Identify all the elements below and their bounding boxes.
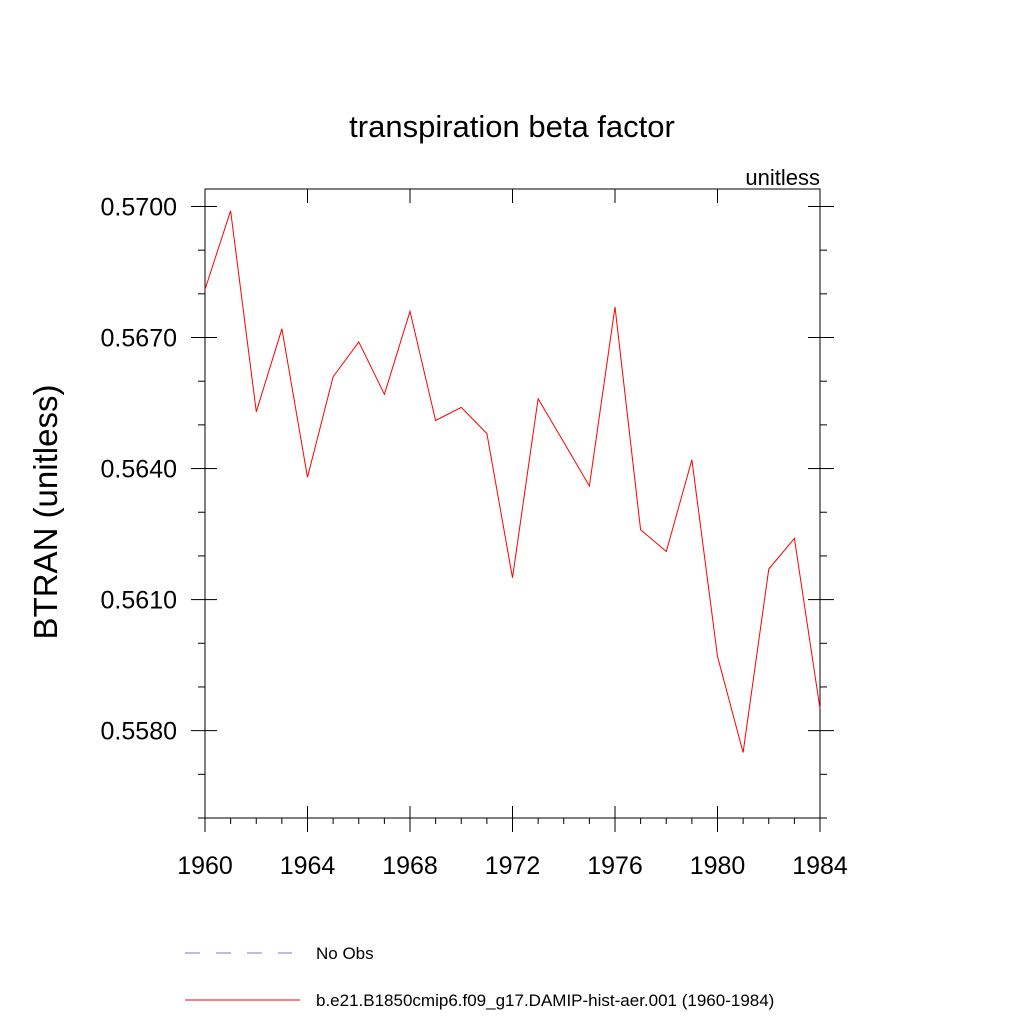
legend: No Obs b.e21.B1850cmip6.f09_g17.DAMIP-his… (185, 944, 774, 1010)
plot-frame (204, 188, 821, 819)
legend-label: No Obs (316, 944, 374, 963)
chart-title: transpiration beta factor (349, 109, 675, 144)
y-tick-label: 0.5580 (101, 718, 177, 746)
x-tick-label: 1960 (177, 852, 233, 880)
plot-border (204, 188, 821, 819)
x-tick-label: 1984 (792, 852, 848, 880)
y-axis-label: BTRAN (unitless) (27, 385, 64, 640)
y-tick-label: 0.5700 (101, 193, 177, 221)
x-tick-label: 1968 (382, 852, 438, 880)
series-layer (204, 210, 821, 753)
x-axis-ticks: 1960 1964 1968 1972 1976 1980 1984 (177, 189, 848, 880)
x-tick-label: 1980 (690, 852, 746, 880)
y-tick-label: 0.5640 (101, 456, 177, 484)
x-tick-label: 1964 (280, 852, 336, 880)
y-axis-ticks: 0.5580 0.5610 0.5640 0.5670 0.5700 (101, 193, 834, 819)
x-tick-label: 1976 (587, 852, 643, 880)
series-line (204, 210, 821, 753)
legend-label: b.e21.B1850cmip6.f09_g17.DAMIP-hist-aer.… (316, 991, 774, 1010)
y-tick-label: 0.5670 (101, 325, 177, 353)
x-tick-label: 1972 (485, 852, 541, 880)
y-tick-label: 0.5610 (101, 587, 177, 615)
units-label: unitless (745, 165, 820, 190)
